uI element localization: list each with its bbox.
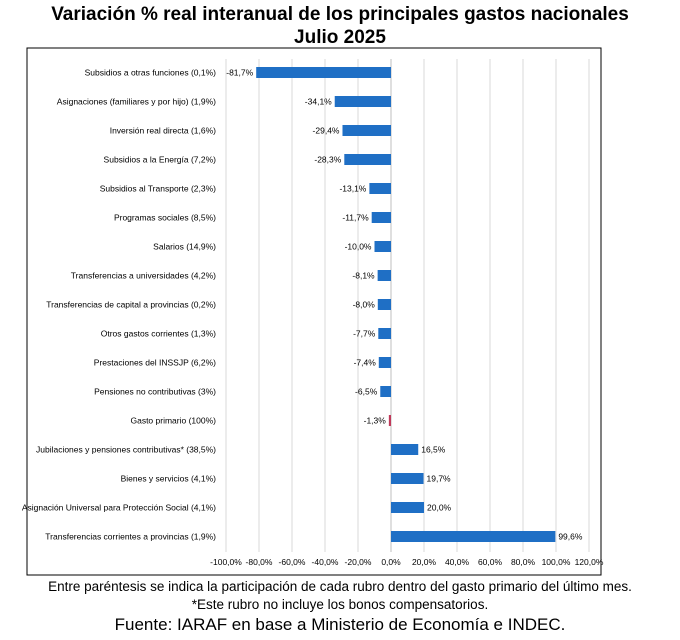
x-tick-label: -40,0%: [312, 557, 339, 567]
bar: [388, 415, 391, 426]
data-label: -7,4%: [354, 358, 377, 368]
data-label: -29,4%: [313, 126, 340, 136]
category-label: Subsidios a otras funciones (0,1%): [85, 68, 217, 78]
x-tick-label: 60,0%: [478, 557, 503, 567]
bar: [369, 183, 391, 194]
category-label: Prestaciones del INSSJP (6,2%): [94, 358, 216, 368]
data-label: 19,7%: [427, 474, 452, 484]
category-label: Programas sociales (8,5%): [114, 213, 216, 223]
bar: [377, 270, 391, 281]
bar: [378, 357, 391, 368]
x-tick-label: -20,0%: [345, 557, 372, 567]
x-tick-label: 100,0%: [542, 557, 571, 567]
bar: [256, 67, 391, 78]
data-label: -1,3%: [364, 416, 387, 426]
bar: [334, 96, 391, 107]
bar: [380, 386, 391, 397]
bar: [371, 212, 391, 223]
category-label: Transferencias a universidades (4,2%): [71, 271, 216, 281]
data-label: -11,7%: [342, 213, 369, 223]
chart-frame: [26, 47, 602, 576]
source-note: Fuente: IARAF en base a Ministerio de Ec…: [114, 615, 566, 634]
bar: [374, 241, 391, 252]
category-label: Bienes y servicios (4,1%): [121, 474, 217, 484]
data-label: -28,3%: [314, 155, 341, 165]
bar: [378, 328, 391, 339]
category-label: Asignación Universal para Protección Soc…: [22, 503, 216, 513]
x-tick-label: -80,0%: [246, 557, 273, 567]
category-label: Inversión real directa (1,6%): [110, 126, 216, 136]
footnote-participation: Entre paréntesis se indica la participac…: [48, 579, 632, 594]
category-label: Transferencias de capital a provincias (…: [46, 300, 216, 310]
data-label: -8,1%: [352, 271, 375, 281]
bar: [391, 473, 424, 484]
bar: [344, 154, 391, 165]
category-label: Asignaciones (familiares y por hijo) (1,…: [57, 97, 216, 107]
x-tick-label: 40,0%: [445, 557, 470, 567]
category-label: Subsidios a la Energía (7,2%): [104, 155, 217, 165]
x-tick-label: 0,0%: [381, 557, 401, 567]
category-label: Salarios (14,9%): [153, 242, 216, 252]
bar: [391, 531, 556, 542]
data-label: -13,1%: [339, 184, 366, 194]
category-label: Subsidios al Transporte (2,3%): [100, 184, 216, 194]
category-label: Otros gastos corrientes (1,3%): [101, 329, 216, 339]
x-tick-label: -100,0%: [210, 557, 242, 567]
bar: [391, 502, 424, 513]
data-label: 99,6%: [558, 532, 583, 542]
category-label: Jubilaciones y pensiones contributivas* …: [36, 445, 216, 455]
category-label: Gasto primario (100%): [130, 416, 216, 426]
bar: [377, 299, 391, 310]
bar-chart: -100,0% -80,0% -60,0% -40,0% -20,0% 0,0% 20,0%…: [22, 47, 604, 576]
x-tick-label: 80,0%: [511, 557, 536, 567]
bar: [342, 125, 391, 136]
bar: [391, 444, 419, 455]
data-label: -7,7%: [353, 329, 376, 339]
category-label: Pensiones no contributivas (3%): [94, 387, 216, 397]
data-label: 16,5%: [421, 445, 446, 455]
x-tick-label: 20,0%: [412, 557, 437, 567]
footnote-bonus: *Este rubro no incluye los bonos compens…: [191, 597, 489, 612]
chart-subtitle: Julio 2025: [294, 27, 386, 48]
category-label: Transferencias corrientes a provincias (…: [45, 532, 216, 542]
data-label: -10,0%: [345, 242, 372, 252]
data-label: -6,5%: [355, 387, 378, 397]
data-label: -34,1%: [305, 97, 332, 107]
x-tick-label: -60,0%: [279, 557, 306, 567]
chart-title: Variación % real interanual de los princ…: [51, 4, 629, 25]
x-tick-label: 120,0%: [575, 557, 604, 567]
data-label: -81,7%: [226, 68, 253, 78]
data-label: 20,0%: [427, 503, 452, 513]
data-label: -8,0%: [353, 300, 376, 310]
